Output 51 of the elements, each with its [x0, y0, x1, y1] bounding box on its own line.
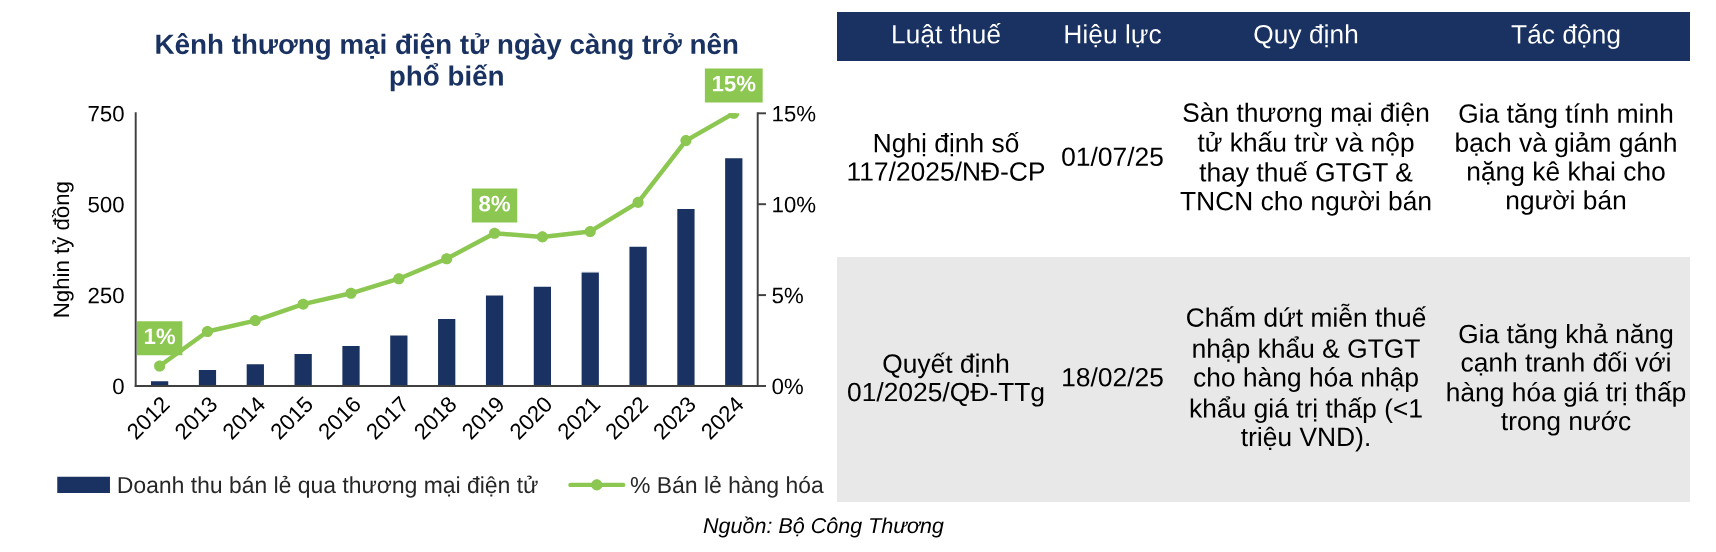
bar	[436, 317, 457, 386]
data-label: 8%	[479, 195, 511, 212]
data-label: 15%	[712, 75, 756, 92]
point	[536, 231, 548, 243]
point	[297, 298, 309, 310]
y-tick-label: 500	[88, 196, 124, 213]
point	[680, 135, 692, 147]
category-label: Quy định	[1254, 24, 1358, 49]
point	[441, 253, 453, 265]
category-label: Hiệu lực	[1065, 24, 1161, 48]
text: Nguồn: Bộ Công Thương	[703, 516, 944, 538]
bar	[723, 156, 744, 386]
text: Gia tăng tính minh bạch và giảm gánh nặng kê khai cho người bán	[1456, 103, 1676, 215]
point	[249, 315, 261, 327]
text: Chấm dứt miễn thuế nhập khẩu & GTGT cho hàng hóa nhập khẩu giá trị thấp (<1 triệu VND).	[1187, 303, 1426, 452]
data-label: 1%	[144, 328, 176, 345]
bar	[293, 352, 314, 386]
point	[345, 287, 357, 299]
bar	[628, 245, 649, 386]
y2-tick-label: 0%	[772, 378, 803, 395]
category-label: Tác động	[1511, 24, 1620, 49]
text: Sàn thương mại điện tử khấu trừ và nộp thay thuế GTGT & TNCN cho người bán	[1180, 102, 1431, 216]
bar	[388, 334, 409, 386]
y2-tick-label: 15%	[773, 105, 816, 122]
text: 01/07/25	[1062, 146, 1163, 167]
point	[154, 360, 166, 372]
bar	[197, 368, 218, 386]
legend-label: Doanh thu bán lẻ qua thương mại điện tử	[118, 475, 538, 498]
y-axis-title: Nghin tỷ đồng	[51, 182, 74, 317]
y2-tick-label: 10%	[773, 196, 816, 213]
category-label: Luật thuế	[893, 23, 1001, 48]
bar	[532, 285, 553, 386]
point	[488, 227, 501, 239]
bar	[484, 294, 505, 386]
legend-label: % Bán lẻ hàng hóa	[630, 475, 824, 498]
text: 18/02/25	[1063, 367, 1163, 387]
bar	[340, 344, 362, 386]
text: Quyết định 01/2025/QĐ-TTg	[848, 352, 1044, 407]
bar	[580, 271, 601, 386]
point	[632, 196, 644, 208]
bar	[245, 362, 266, 386]
text: Gia tăng khả năng cạnh tranh đối với hàng hóa giá trị thấp trong nước	[1447, 323, 1686, 436]
y-tick-label: 0	[113, 378, 124, 395]
point	[201, 325, 214, 338]
y-tick-label: 750	[88, 105, 124, 122]
y-tick-label: 250	[88, 287, 124, 304]
bar	[675, 207, 696, 386]
point	[393, 273, 405, 285]
text: Nghị định số 117/2025/NĐ-CP	[848, 131, 1045, 181]
y2-tick-label: 5%	[772, 287, 803, 304]
point	[584, 225, 596, 238]
